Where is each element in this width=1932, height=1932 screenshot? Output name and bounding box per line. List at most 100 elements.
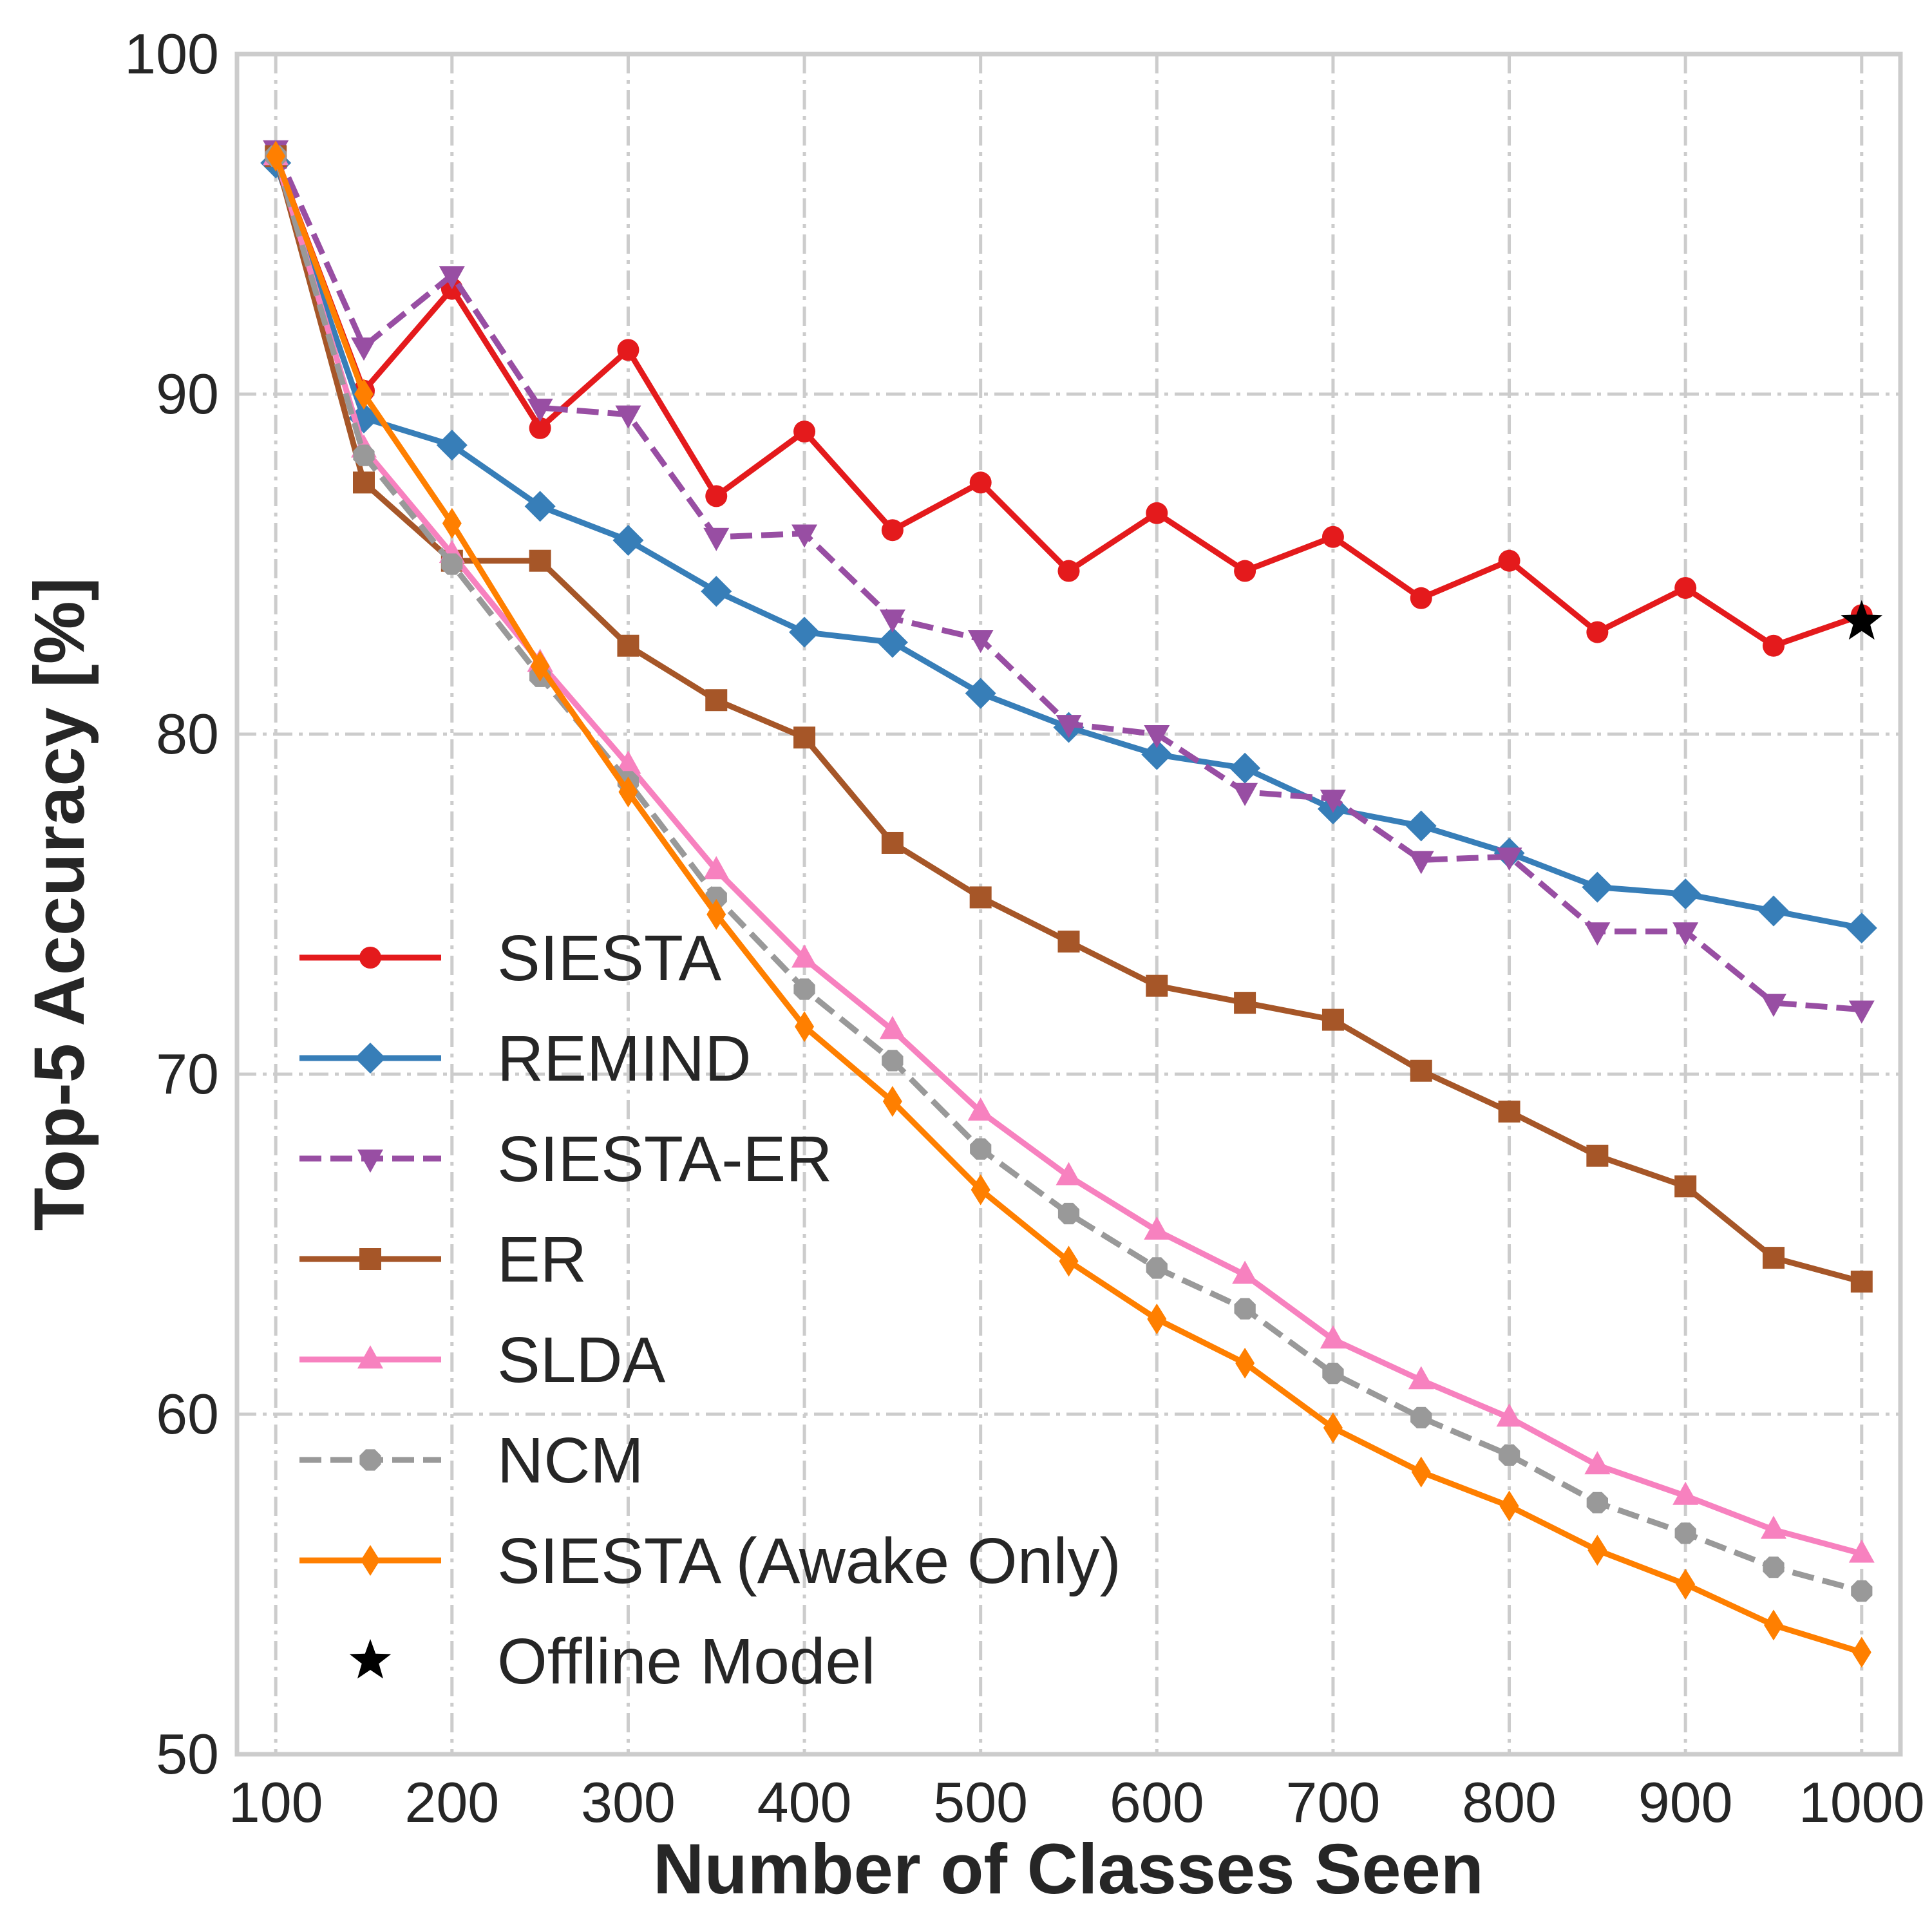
data-point xyxy=(1405,810,1437,842)
data-point xyxy=(1057,560,1080,582)
legend-label: SIESTA (Awake Only) xyxy=(497,1525,1121,1597)
legend-label: NCM xyxy=(497,1425,644,1497)
data-point xyxy=(1674,1175,1697,1198)
legend-label: REMIND xyxy=(497,1023,751,1095)
data-point xyxy=(530,650,550,682)
data-point xyxy=(967,630,994,654)
series-siesta xyxy=(265,145,1873,657)
data-point xyxy=(791,944,818,968)
data-point xyxy=(967,1097,994,1121)
legend-entry: SLDA xyxy=(299,1324,666,1396)
y-axis-label: Top-5 Accuracy [%] xyxy=(20,578,99,1231)
data-point xyxy=(1672,1481,1699,1505)
data-point xyxy=(1762,1247,1785,1269)
legend-marker xyxy=(357,1150,383,1173)
data-point xyxy=(1147,1303,1167,1335)
x-tick-label: 1000 xyxy=(1799,1770,1925,1834)
data-point xyxy=(1499,1490,1519,1522)
data-point xyxy=(1234,1298,1256,1320)
data-point xyxy=(793,421,816,443)
data-point xyxy=(1322,1363,1344,1385)
data-point xyxy=(1320,790,1346,813)
data-point xyxy=(876,627,908,658)
data-point xyxy=(1760,994,1786,1018)
data-point xyxy=(1141,739,1173,770)
data-point xyxy=(1321,526,1344,548)
legend-marker xyxy=(349,1639,392,1679)
data-point xyxy=(882,1050,904,1072)
x-tick-label: 500 xyxy=(933,1770,1028,1834)
data-point xyxy=(1846,912,1877,943)
data-point xyxy=(1144,1216,1170,1240)
data-point xyxy=(529,417,551,439)
data-point xyxy=(1582,871,1613,903)
x-axis-label: Number of Classes Seen xyxy=(653,1830,1484,1909)
series-line xyxy=(272,162,1862,931)
data-point xyxy=(969,886,992,909)
data-point xyxy=(970,1138,992,1160)
data-point xyxy=(1321,1009,1344,1031)
data-point xyxy=(1232,782,1258,806)
data-point xyxy=(1674,576,1697,599)
y-tick-label: 60 xyxy=(156,1382,219,1446)
data-point xyxy=(1586,621,1609,643)
data-point xyxy=(789,616,820,648)
data-point xyxy=(793,978,815,1000)
data-point xyxy=(703,527,730,551)
data-point xyxy=(791,524,818,548)
data-point xyxy=(1763,1557,1785,1578)
y-tick-label: 50 xyxy=(156,1722,219,1786)
data-point xyxy=(1498,1444,1520,1466)
data-point xyxy=(971,1174,990,1206)
x-tick-label: 600 xyxy=(1110,1770,1204,1834)
data-point xyxy=(1848,1539,1875,1563)
data-point xyxy=(1235,1347,1255,1379)
legend-marker xyxy=(359,1449,381,1471)
legend-label: Offline Model xyxy=(497,1625,875,1698)
data-point xyxy=(965,677,996,709)
y-tick-label: 70 xyxy=(156,1042,219,1106)
grid xyxy=(237,52,1900,1756)
data-point xyxy=(795,1011,815,1043)
plot-frame xyxy=(234,52,1903,1757)
data-point xyxy=(1059,1245,1079,1277)
data-point xyxy=(705,485,728,507)
x-tick-label: 100 xyxy=(229,1770,323,1834)
series-siesta-awake-only xyxy=(266,140,1871,1668)
data-point xyxy=(969,471,992,494)
data-point xyxy=(1496,1403,1522,1427)
data-point xyxy=(442,507,462,539)
data-point xyxy=(1410,1059,1432,1082)
data-point xyxy=(701,576,732,607)
data-point xyxy=(354,379,374,410)
data-point xyxy=(618,776,638,808)
data-point xyxy=(705,689,728,712)
data-point xyxy=(527,399,553,422)
legend-entry: SIESTA-ER xyxy=(299,1123,832,1195)
data-point xyxy=(1323,1412,1343,1444)
data-point xyxy=(1056,715,1082,739)
data-point xyxy=(1229,752,1261,784)
data-point xyxy=(1763,1609,1783,1641)
data-point xyxy=(1234,992,1256,1014)
data-point xyxy=(529,549,551,572)
data-point xyxy=(1850,1271,1873,1293)
legend-entry: SIESTA xyxy=(299,922,722,994)
data-point xyxy=(524,491,556,522)
legend-marker xyxy=(359,947,381,969)
data-point xyxy=(1057,931,1080,953)
legend: SIESTA REMIND SIESTA-ER ER SLDA NCM SIESTA (Aw… xyxy=(299,922,1121,1698)
data-point xyxy=(1144,725,1170,748)
data-point xyxy=(266,140,286,172)
data-point xyxy=(879,609,905,633)
data-point xyxy=(612,525,644,556)
data-point xyxy=(1670,878,1701,910)
x-tick-label: 800 xyxy=(1462,1770,1557,1834)
offline-model-point xyxy=(1841,600,1883,640)
data-point xyxy=(882,1086,902,1117)
data-point xyxy=(1498,549,1520,572)
data-point xyxy=(1410,587,1432,609)
data-point xyxy=(1762,634,1785,657)
x-tick-label: 400 xyxy=(757,1770,852,1834)
data-point xyxy=(1410,1406,1432,1428)
